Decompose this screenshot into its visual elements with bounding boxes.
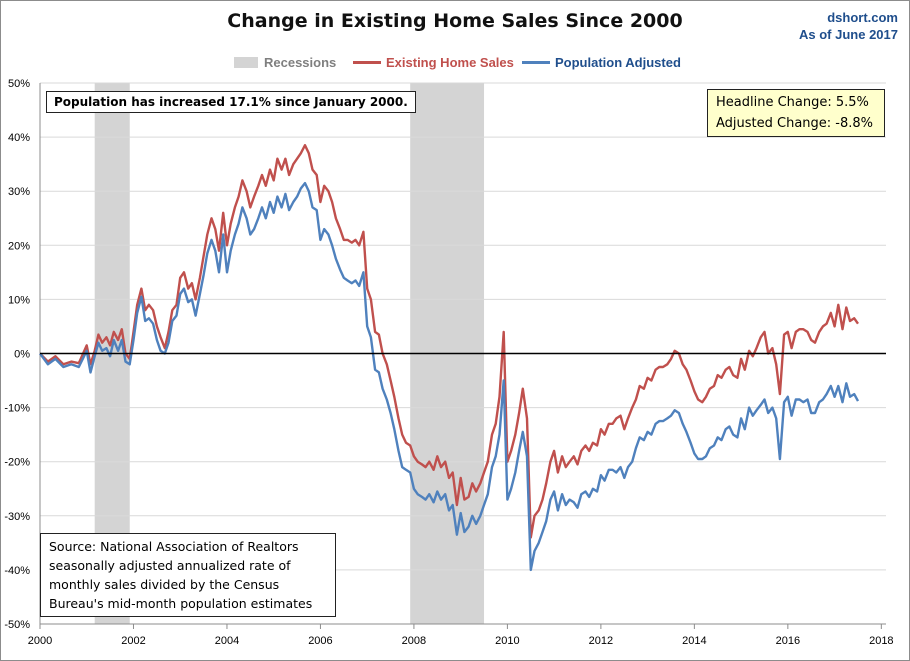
x-tick-label: 2002 — [121, 635, 145, 647]
series-line-existing-home-sales — [39, 144, 859, 539]
y-tick-label: 40% — [8, 132, 30, 144]
y-tick-label: -40% — [4, 565, 30, 577]
x-tick-label: 2000 — [28, 635, 52, 647]
y-tick-label: -50% — [4, 619, 30, 631]
y-tick-label: 50% — [8, 78, 30, 90]
y-tick-label: -30% — [4, 511, 30, 523]
legend-label-existing: Existing Home Sales — [386, 54, 514, 70]
legend: Recessions Existing Home Sales Populatio… — [0, 52, 910, 72]
legend-label-adjusted: Population Adjusted — [555, 54, 681, 70]
y-tick-label: 0% — [14, 349, 30, 361]
legend-swatch-recessions — [234, 56, 258, 68]
chart-title: Change in Existing Home Sales Since 2000 — [227, 10, 683, 32]
source-line-1: Source: National Association of Realtors — [49, 539, 299, 554]
legend-item-existing: Existing Home Sales — [353, 52, 514, 72]
x-tick-label: 2010 — [495, 635, 519, 647]
change-box: Headline Change: 5.5% Adjusted Change: -… — [707, 89, 885, 137]
legend-item-recessions: Recessions — [234, 52, 336, 72]
headline-change: Headline Change: 5.5% — [716, 95, 869, 110]
credit-date: As of June 2017 — [799, 27, 898, 42]
series-line-population-adjusted — [39, 181, 860, 572]
legend-swatch-existing — [353, 60, 381, 64]
y-tick-label: 10% — [8, 294, 30, 306]
adjusted-change: Adjusted Change: -8.8% — [716, 116, 874, 131]
x-tick-label: 2012 — [589, 635, 613, 647]
legend-swatch-adjusted — [522, 60, 550, 64]
population-note: Population has increased 17.1% since Jan… — [46, 91, 416, 113]
x-tick-label: 2018 — [869, 635, 893, 647]
x-tick-label: 2008 — [402, 635, 426, 647]
x-tick-label: 2006 — [308, 635, 332, 647]
y-tick-label: -10% — [4, 403, 30, 415]
y-tick-label: 30% — [8, 186, 30, 198]
legend-item-adjusted: Population Adjusted — [522, 52, 681, 72]
source-note: Source: National Association of Realtors… — [40, 533, 336, 617]
x-tick-label: 2016 — [776, 635, 800, 647]
legend-label-recessions: Recessions — [264, 54, 337, 70]
source-line-3: monthly sales divided by the Census — [49, 577, 280, 592]
x-tick-label: 2004 — [215, 635, 239, 647]
source-line-2: seasonally adjusted annualized rate of — [49, 558, 291, 573]
y-tick-label: -20% — [4, 457, 30, 469]
source-line-4: Bureau's mid-month population estimates — [49, 596, 313, 611]
x-tick-label: 2014 — [682, 635, 706, 647]
credit-site: dshort.com — [827, 10, 898, 25]
y-tick-label: 20% — [8, 240, 30, 252]
